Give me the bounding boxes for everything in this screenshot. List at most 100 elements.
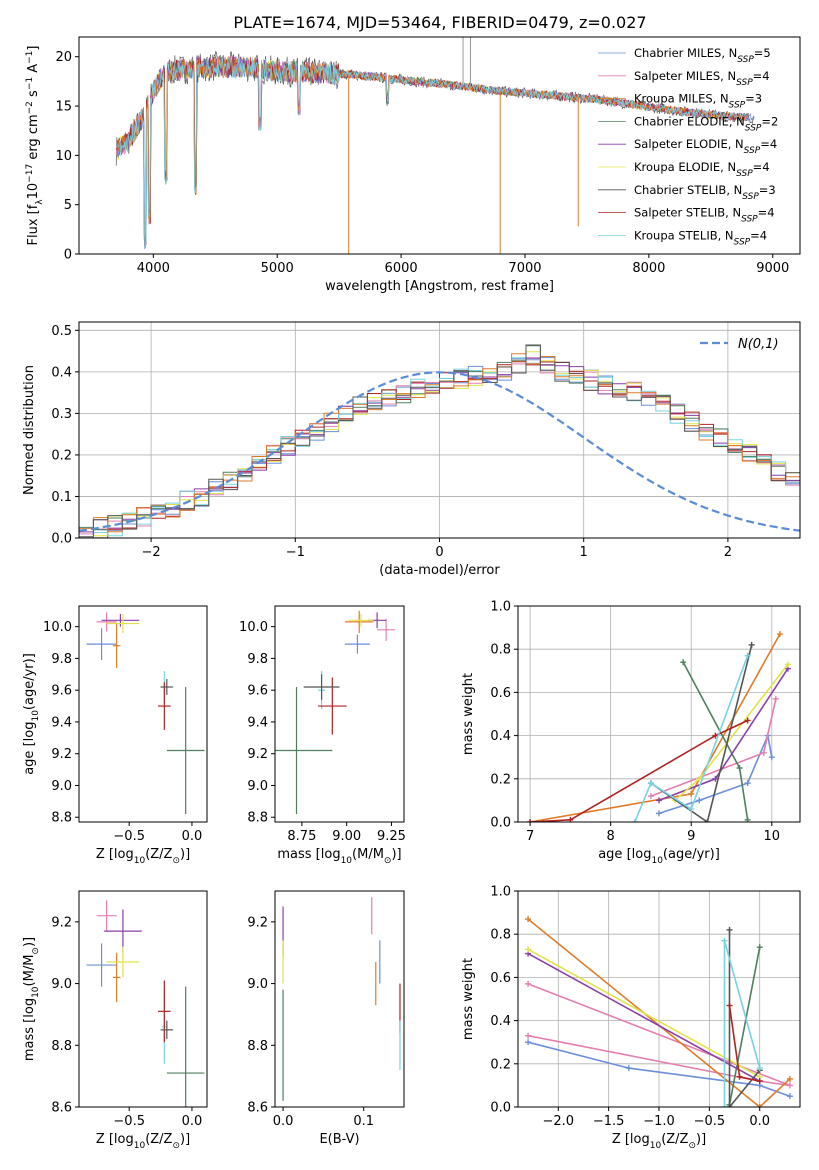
x-tick-label: 0.1 (353, 1114, 374, 1129)
x-tick-label: 0.0 (273, 1114, 294, 1129)
x-tick-label: 9.25 (377, 829, 406, 844)
label-part: −1 (25, 77, 35, 90)
x-axis-label: mass [log10(M/M⊙)] (277, 847, 401, 866)
label-part: SSP (741, 215, 758, 225)
label-part: erg cm (26, 114, 41, 163)
label-part: ⊙ (172, 856, 180, 866)
label-part: (Z/Z (145, 847, 172, 862)
y-axis-label: mass weight (461, 958, 476, 1040)
label-part: Kroupa STELIB, N (634, 228, 734, 242)
label-part: )] (180, 1132, 190, 1147)
label-part: )] (391, 847, 401, 862)
plot-area (86, 900, 205, 1107)
chart-mass_vs_ebv: 0.0 0.1 8.6 8.8 9.0 9.2 E(B-V) (247, 890, 405, 1147)
label-part: SSP (736, 78, 753, 88)
label-part: )] (696, 1132, 706, 1147)
weight-series (634, 655, 749, 822)
label-part: Salpeter MILES, N (634, 69, 736, 83)
x-axis-label: Z [log10(Z/Z⊙)] (96, 847, 190, 866)
plot-area (79, 344, 800, 538)
label-part: s (26, 90, 41, 101)
x-tick-label: 0.0 (182, 1114, 203, 1129)
label-part: =4 (753, 160, 770, 174)
y-tick-label: 9.6 (51, 684, 72, 699)
y-tick-label: 10.0 (239, 620, 268, 635)
weight-series (527, 983, 791, 1087)
weight-series (527, 948, 761, 1078)
x-tick-label: 5000 (261, 261, 294, 276)
label-part: −2 (25, 101, 35, 114)
label-part: SSP (744, 146, 761, 156)
y-tick-label: 0.3 (51, 407, 72, 422)
label-part: age [log (22, 722, 37, 775)
x-tick-label: 2 (724, 545, 732, 560)
label-part: mass [log (277, 847, 340, 862)
figure-title: PLATE=1674, MJD=53464, FIBERID=0479, z=0… (233, 13, 646, 32)
label-part: SSP (742, 192, 759, 202)
y-tick-label: 0.4 (51, 365, 72, 380)
x-tick-label: 1 (580, 545, 588, 560)
label-part: Kroupa ELODIE, N (634, 160, 736, 174)
label-part: (Z/Z (661, 1132, 688, 1147)
plot-area (115, 37, 755, 254)
label-part: Salpeter STELIB, N (634, 206, 741, 220)
label-part: A (26, 64, 41, 77)
chart-weight_vs_Z: −2.0 −1.5 −1.0 −0.5 0.0 0.0 0.2 0.4 0.6 0.8 1.0 Z [… (461, 885, 801, 1151)
y-tick-label: 0.2 (51, 448, 72, 463)
x-axis-label: age [log10(age/yr)] (598, 847, 720, 866)
legend-label: Kroupa MILES, NSSP=3 (634, 92, 762, 111)
y-tick-label: 5 (64, 198, 72, 213)
x-tick-label: 8 (607, 829, 615, 844)
label-part: Z [log (96, 847, 134, 862)
x-tick-label: 0.0 (749, 1114, 770, 1129)
y-tick-label: 1.0 (490, 600, 511, 615)
y-axis-label: age [log10(age/yr)] (22, 653, 41, 775)
label-part: 10 (134, 1141, 146, 1151)
y-tick-label: 9.0 (247, 977, 268, 992)
y-tick-label: 0.1 (51, 490, 72, 505)
y-tick-label: 8.8 (51, 1039, 72, 1054)
axes-frame (274, 890, 405, 1108)
x-axis-label: Z [log10(Z/Z⊙)] (96, 1132, 190, 1151)
x-tick-label: −0.5 (113, 1114, 145, 1129)
y-tick-label: 0.8 (490, 643, 511, 658)
label-part: 10 (26, 183, 41, 200)
label-part: mass [log (22, 998, 37, 1061)
label-part: SSP (729, 101, 746, 111)
label-part: ⊙ (172, 1141, 180, 1151)
axes-frame (78, 605, 208, 823)
x-axis-label: (data-model)/error (379, 563, 500, 578)
y-tick-label: 1.0 (490, 885, 511, 900)
axes-frame (274, 605, 405, 823)
label-part: Chabrier MILES, N (634, 46, 737, 60)
y-tick-label: 9.4 (51, 715, 72, 730)
label-part: −17 (25, 164, 35, 183)
label-part: ⊙ (384, 856, 392, 866)
axes-frame (517, 605, 801, 823)
plot-area (275, 610, 396, 815)
y-tick-label: 9.8 (51, 652, 72, 667)
hist-series (79, 344, 800, 538)
label-part: age [log (598, 847, 651, 862)
weight-series (527, 952, 761, 1082)
legend-label: Salpeter STELIB, NSSP=4 (634, 206, 775, 225)
label-part: Chabrier STELIB, N (634, 183, 742, 197)
label-part: SSP (745, 123, 762, 133)
label-part: SSP (737, 55, 754, 65)
label-part: ⊙ (31, 947, 41, 955)
y-tick-label: 10 (55, 149, 72, 164)
label-part: =4 (750, 228, 767, 242)
x-tick-label: 9.00 (332, 829, 361, 844)
label-part: Kroupa MILES, N (634, 92, 729, 106)
label-part: 10 (134, 856, 146, 866)
y-tick-label: 15 (55, 100, 72, 115)
y-tick-label: 9.8 (247, 652, 268, 667)
y-tick-label: 9.2 (247, 747, 268, 762)
label-part: λ (35, 199, 45, 205)
plot-area (527, 631, 791, 822)
y-tick-label: 0 (64, 248, 72, 263)
y-tick-label: 0.0 (490, 816, 511, 831)
y-tick-label: 9.6 (247, 684, 268, 699)
y-tick-label: 0.6 (490, 686, 511, 701)
x-tick-label: 7 (526, 829, 534, 844)
